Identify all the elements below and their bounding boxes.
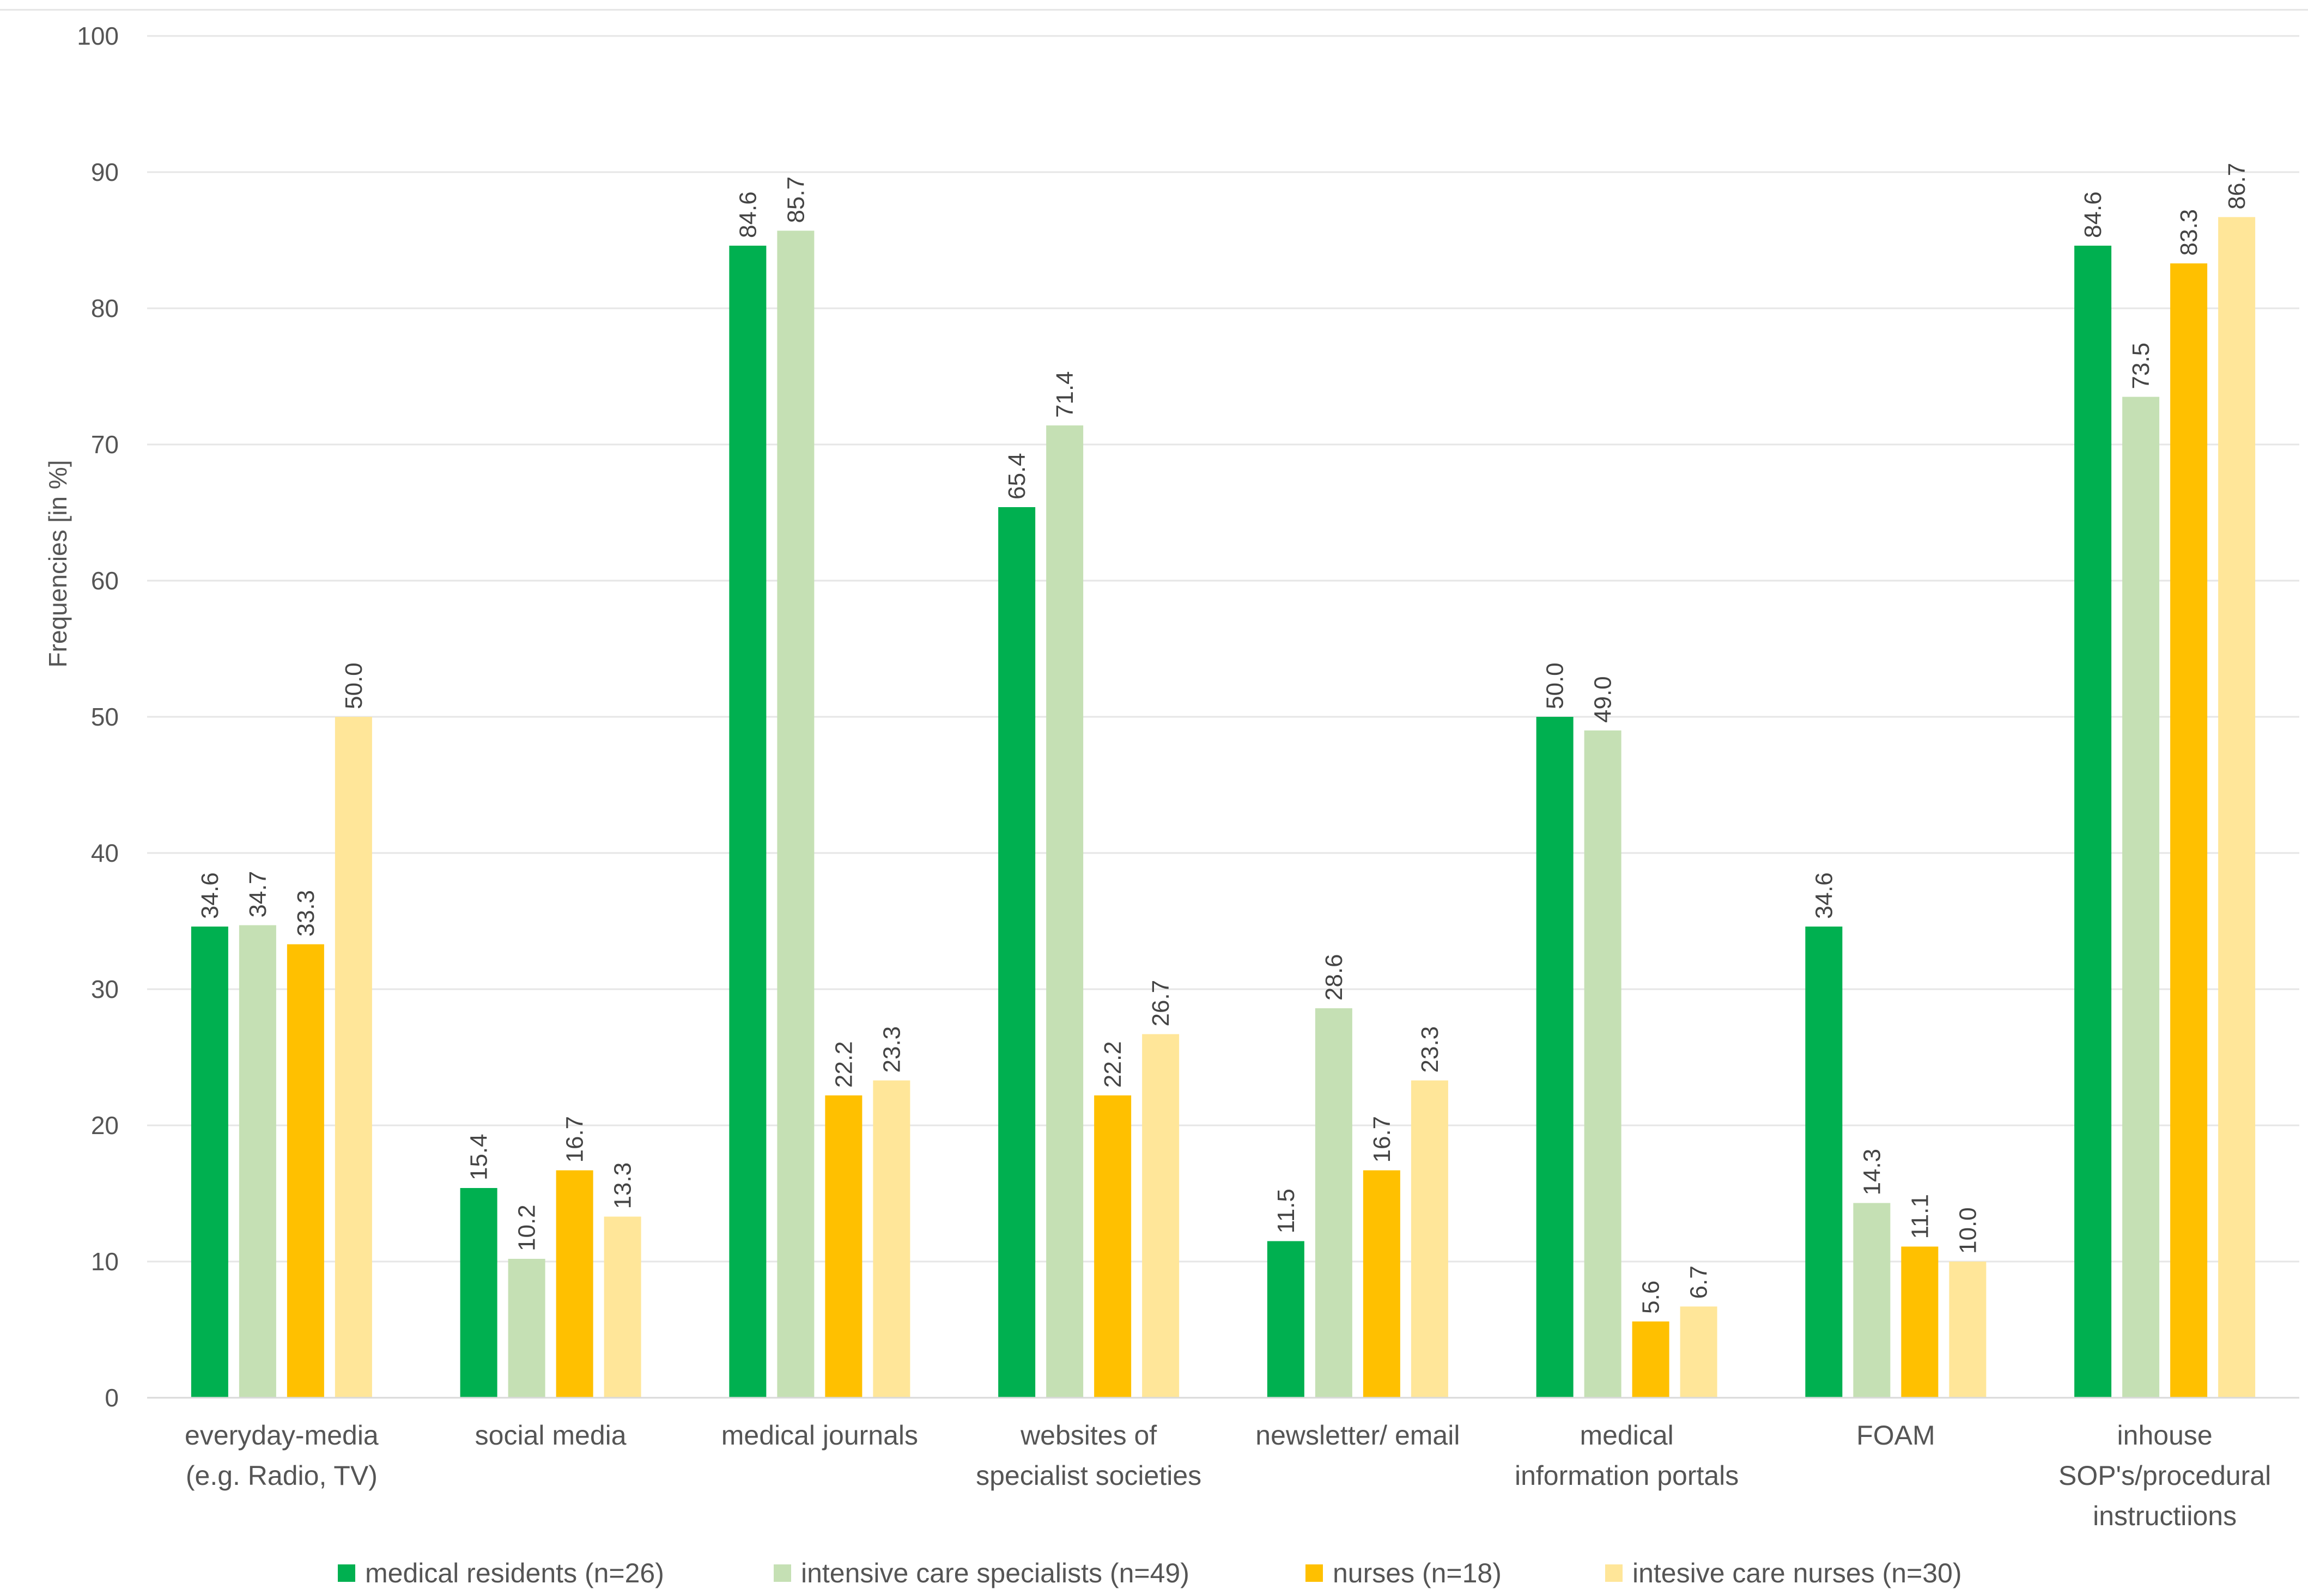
bar [1363,1170,1400,1398]
legend-swatch [1305,1564,1323,1582]
bar [1267,1241,1304,1398]
bar [873,1080,910,1398]
data-label: 71.4 [1052,371,1078,418]
bar [998,507,1036,1398]
data-label: 50.0 [1542,662,1569,709]
data-label: 84.6 [734,191,761,238]
bar [1805,927,1843,1398]
data-label: 11.1 [1906,1194,1933,1239]
legend-label: nurses (n=18) [1333,1558,1502,1588]
bar [287,944,324,1398]
data-label: 49.0 [1590,676,1617,723]
data-label: 83.3 [2176,209,2202,256]
data-label: 22.2 [830,1041,857,1088]
data-label: 34.7 [245,871,271,918]
bar [1584,730,1621,1398]
data-label: 13.3 [610,1162,636,1209]
bar [460,1188,497,1398]
data-label: 10.0 [1954,1207,1981,1254]
y-tick-label: 70 [91,430,119,459]
bar [2122,397,2160,1398]
data-label: 16.7 [562,1116,588,1163]
bar [239,925,276,1398]
x-tick-label: medical information portals [1515,1420,1739,1491]
bar [2218,217,2256,1398]
bar [777,230,815,1398]
bar [1411,1080,1448,1398]
legend-label: medical residents (n=26) [365,1558,664,1588]
bar [1142,1034,1180,1398]
x-tick-label: newsletter/ email [1255,1420,1460,1451]
data-label: 14.3 [1858,1149,1885,1196]
bar [1315,1008,1352,1398]
data-label: 6.7 [1686,1265,1712,1299]
bar [1680,1306,1717,1398]
legend-label: intesive care nurses (n=30) [1632,1558,1961,1588]
data-labels: 34.6 34.7 33.3 50.0 15.4 10.2 16.7 13.3 84.6 85.7… [197,163,2250,1314]
y-tick-label: 100 [77,22,119,50]
data-label: 5.6 [1638,1281,1665,1314]
data-label: 50.0 [341,662,367,709]
bar [2074,246,2112,1398]
data-label: 73.5 [2128,343,2154,389]
data-label: 84.6 [2080,191,2106,238]
x-axis-categories: everyday-media (e.g. Radio, TV) social med… [185,1420,2271,1531]
bar [556,1170,593,1398]
y-axis-ticks: 0 10 20 30 40 50 60 70 80 90 100 [77,22,119,1412]
data-label: 16.7 [1369,1116,1395,1163]
y-tick-label: 90 [91,158,119,186]
legend-swatch [338,1564,355,1582]
bar [508,1259,545,1398]
x-tick-label: websites of specialist societies [976,1420,1201,1491]
legend-swatch [774,1564,791,1582]
bar [729,246,767,1398]
y-tick-label: 30 [91,975,119,1003]
y-tick-label: 20 [91,1111,119,1140]
bar [1536,717,1574,1398]
data-label: 26.7 [1147,980,1174,1027]
gridlines [147,35,2299,1263]
bar [1632,1321,1669,1398]
data-label: 86.7 [2224,163,2250,210]
data-label: 23.3 [1417,1026,1443,1073]
x-tick-label: medical journals [721,1420,918,1451]
data-label: 22.2 [1100,1041,1126,1088]
bar [2170,263,2208,1398]
x-tick-label: inhouse SOP's/procedural instructiions [2058,1420,2271,1531]
bar [191,927,228,1398]
data-label: 65.4 [1004,453,1030,499]
data-label: 34.6 [1811,872,1837,919]
bar [604,1216,641,1398]
bars [191,217,2256,1398]
data-label: 23.3 [878,1026,905,1073]
y-tick-label: 0 [105,1384,119,1412]
data-label: 10.2 [514,1204,540,1251]
y-tick-label: 40 [91,839,119,867]
data-label: 11.5 [1273,1189,1299,1233]
bar [825,1095,863,1398]
data-label: 28.6 [1321,954,1347,1001]
y-tick-label: 50 [91,703,119,731]
bar [335,717,372,1398]
legend: medical residents (n=26) intensive care s… [338,1558,1961,1588]
bar [1046,425,1084,1398]
bar [1901,1246,1939,1398]
data-label: 33.3 [293,890,319,937]
data-label: 34.6 [197,872,223,919]
bar [1853,1203,1891,1398]
bar [1094,1095,1132,1398]
x-tick-label: FOAM [1856,1420,1935,1451]
y-tick-label: 10 [91,1247,119,1276]
y-tick-label: 80 [91,294,119,322]
data-label: 85.7 [782,176,809,223]
y-axis-label: Frequencies [in %] [44,460,72,668]
bar [1949,1262,1987,1398]
x-tick-label: social media [475,1420,627,1451]
legend-label: intensive care specialists (n=49) [801,1558,1189,1588]
legend-swatch [1605,1564,1623,1582]
data-label: 15.4 [466,1134,493,1180]
x-tick-label: everyday-media (e.g. Radio, TV) [185,1420,379,1491]
y-tick-label: 60 [91,566,119,595]
